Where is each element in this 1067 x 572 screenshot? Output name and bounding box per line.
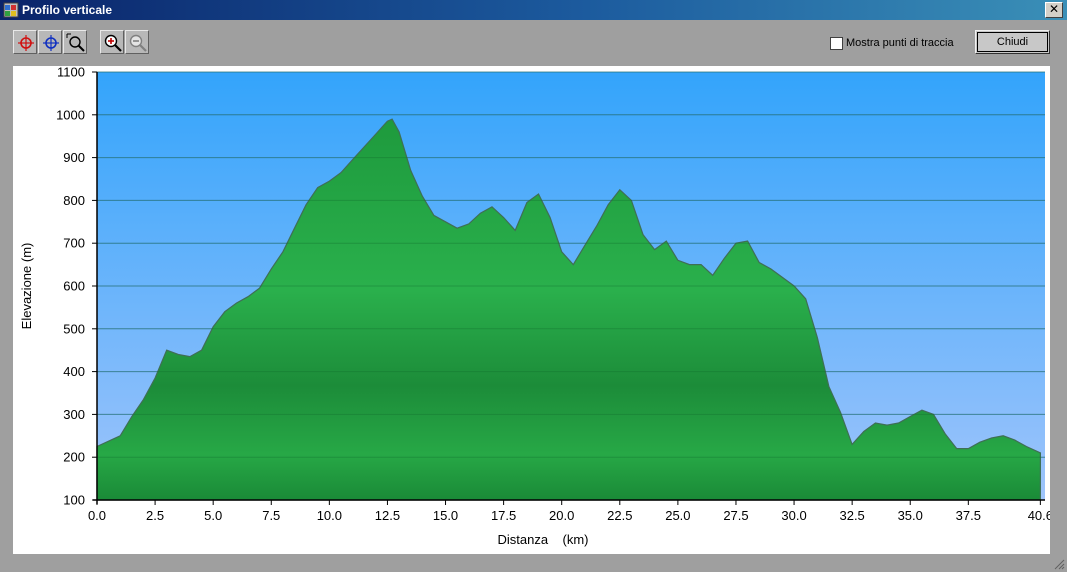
y-tick-label: 200 bbox=[63, 450, 85, 465]
elevation-chart: 100 200 300 400 500 600 700 800 900 1000 1100 0.0 2.… bbox=[19, 65, 1053, 548]
y-tick-label: 900 bbox=[63, 150, 85, 165]
add-point-red-icon bbox=[18, 35, 34, 51]
x-tick-label: 35.0 bbox=[898, 508, 923, 523]
chart-panel: 100 200 300 400 500 600 700 800 900 1000 1100 0.0 2.… bbox=[13, 65, 1053, 554]
x-tick-label: 37.5 bbox=[956, 508, 981, 523]
x-tick-label: 32.5 bbox=[839, 508, 864, 523]
x-tick-label: 5.0 bbox=[204, 508, 222, 523]
add-point-red-button[interactable] bbox=[13, 30, 37, 54]
x-axis-label: Distanza (km) bbox=[497, 532, 588, 547]
y-tick-label: 1100 bbox=[57, 66, 85, 80]
x-tick-label: 2.5 bbox=[146, 508, 164, 523]
resize-grip-icon[interactable] bbox=[1053, 558, 1065, 570]
show-trackpoints-label: Mostra punti di traccia bbox=[846, 37, 954, 49]
add-point-blue-button[interactable] bbox=[38, 30, 62, 54]
zoom-select-icon bbox=[66, 33, 85, 52]
y-tick-label: 700 bbox=[63, 236, 85, 251]
y-tick-label: 400 bbox=[63, 364, 85, 379]
y-tick-label: 500 bbox=[63, 321, 85, 336]
x-tick-label: 15.0 bbox=[433, 508, 458, 523]
x-tick-label: 22.5 bbox=[607, 508, 632, 523]
x-tick-label: 17.5 bbox=[491, 508, 516, 523]
show-trackpoints-checkbox[interactable] bbox=[830, 37, 843, 50]
y-tick-label: 300 bbox=[63, 407, 85, 422]
y-tick-label: 100 bbox=[63, 493, 85, 508]
x-tick-label: 25.0 bbox=[665, 508, 690, 523]
close-icon[interactable]: ✕ bbox=[1045, 2, 1063, 18]
y-tick-label: 1000 bbox=[56, 107, 85, 122]
close-button[interactable]: Chiudi bbox=[975, 30, 1050, 54]
elevation-area bbox=[96, 118, 1042, 501]
x-tick-label: 12.5 bbox=[375, 508, 400, 523]
x-tick-label: 20.0 bbox=[549, 508, 574, 523]
x-tick-label: 30.0 bbox=[781, 508, 806, 523]
x-tick-label: 10.0 bbox=[317, 508, 342, 523]
title-bar: Profilo verticale ✕ bbox=[0, 0, 1067, 20]
zoom-out-icon bbox=[129, 34, 147, 52]
y-tick-label: 600 bbox=[63, 279, 85, 294]
y-tick-label: 800 bbox=[63, 193, 85, 208]
y-axis-label: Elevazione (m) bbox=[19, 243, 34, 330]
x-tick-label: 0.0 bbox=[88, 508, 106, 523]
window-title: Profilo verticale bbox=[22, 3, 113, 17]
x-tick-label: 27.5 bbox=[723, 508, 748, 523]
zoom-in-button[interactable] bbox=[100, 30, 124, 54]
x-tick-label: 7.5 bbox=[262, 508, 280, 523]
zoom-in-icon bbox=[104, 34, 122, 52]
app-icon bbox=[3, 2, 19, 18]
x-tick-label: 40.6 bbox=[1028, 508, 1050, 523]
add-point-blue-icon bbox=[43, 35, 59, 51]
zoom-out-button[interactable] bbox=[125, 30, 149, 54]
zoom-select-button[interactable] bbox=[63, 30, 87, 54]
